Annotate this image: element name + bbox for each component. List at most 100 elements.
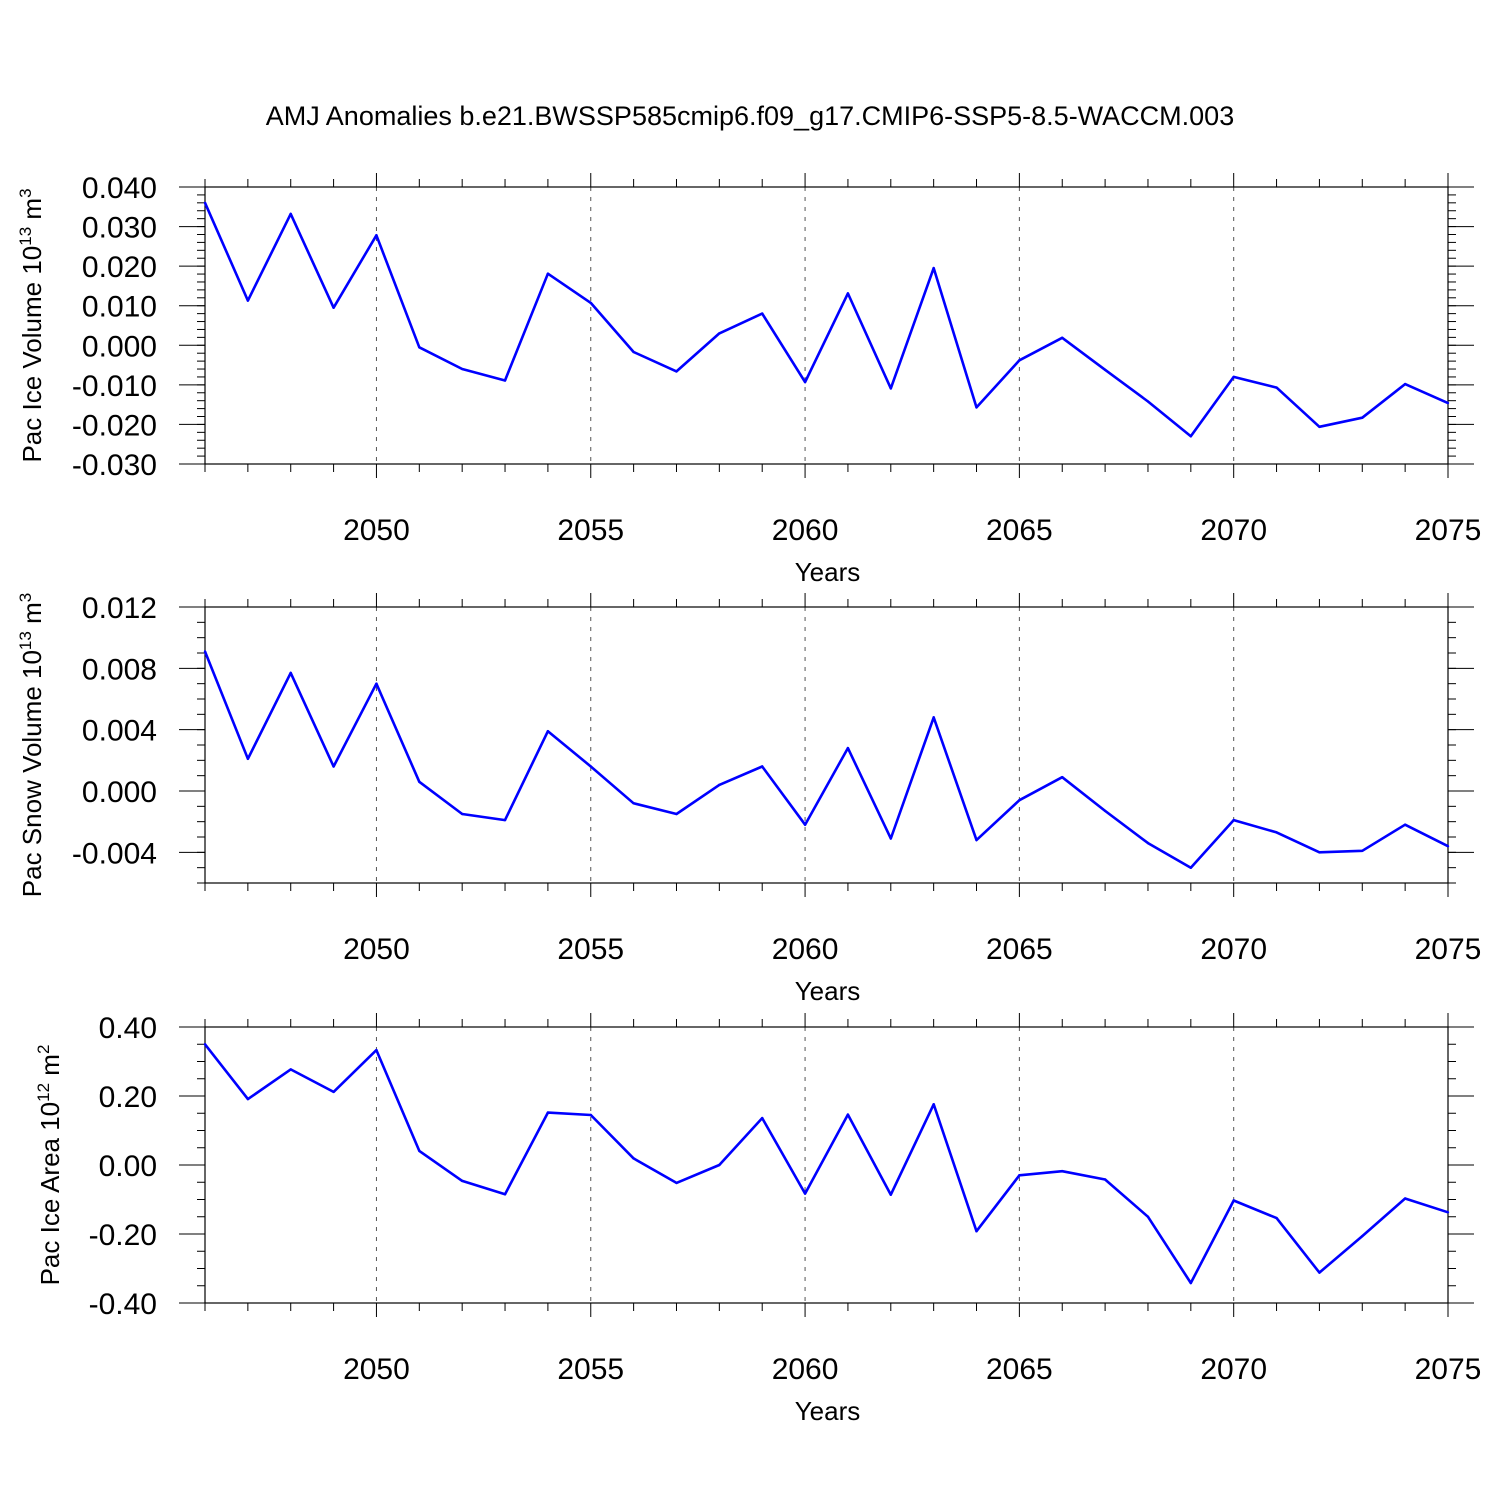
- data-point: [889, 837, 892, 840]
- y-axis-title-unit: m: [35, 1054, 65, 1083]
- y-tick-label: 0.020: [82, 251, 157, 284]
- y-tick-label: -0.004: [72, 837, 157, 870]
- y-tick-label: 0.008: [82, 653, 157, 686]
- x-tick-label: 2075: [1415, 1353, 1482, 1386]
- y-tick-label: 0.040: [82, 172, 157, 205]
- x-tick-label: 2060: [772, 933, 839, 966]
- data-point: [332, 765, 335, 768]
- data-point: [203, 650, 207, 653]
- data-point: [803, 380, 807, 384]
- data-point: [503, 818, 507, 822]
- plot-frame: [204, 1026, 1449, 1304]
- plot-frame: [204, 606, 1449, 884]
- data-point: [846, 292, 850, 295]
- y-axis-title-main: Pac Ice Volume 10: [17, 246, 47, 463]
- x-tick-label: 2050: [343, 514, 410, 547]
- x-tick-label: 2065: [986, 933, 1053, 966]
- y-axis-title: Pac Ice Area 1012 m2: [34, 1045, 65, 1286]
- y-tick-label: -0.40: [89, 1288, 157, 1321]
- data-point: [546, 272, 550, 275]
- x-tick-label: 2060: [772, 514, 839, 547]
- data-point: [1103, 809, 1107, 813]
- data-point: [503, 1193, 507, 1196]
- data-point: [975, 1230, 978, 1233]
- y-axis-title: Pac Ice Volume 1013 m3: [16, 188, 47, 462]
- data-point: [1018, 1174, 1021, 1177]
- data-point: [803, 1192, 807, 1195]
- y-tick-label: 0.004: [82, 715, 157, 748]
- data-point: [1232, 375, 1235, 379]
- data-point: [761, 765, 764, 768]
- data-point: [1061, 336, 1064, 339]
- data-point: [632, 802, 635, 805]
- data-point: [460, 1179, 464, 1183]
- data-point: [1189, 866, 1193, 869]
- data-point: [375, 682, 378, 685]
- data-point: [889, 1193, 892, 1196]
- series-line: [203, 1043, 1449, 1285]
- data-point: [418, 1149, 421, 1153]
- data-point: [675, 370, 678, 373]
- data-point: [503, 379, 507, 382]
- data-point: [1361, 1234, 1364, 1238]
- y-tick-label: 0.40: [99, 1012, 157, 1045]
- data-point: [1189, 435, 1193, 438]
- data-point: [589, 765, 592, 768]
- data-point: [1232, 1199, 1235, 1202]
- data-point: [1361, 849, 1364, 852]
- x-tick-label: 2050: [343, 1353, 410, 1386]
- y-tick-label: 0.000: [82, 330, 157, 363]
- y-tick-label: 0.00: [99, 1150, 157, 1183]
- data-point: [460, 367, 464, 371]
- data-point: [1318, 425, 1321, 429]
- x-tick-label: 2070: [1200, 1353, 1267, 1386]
- series-line: [203, 202, 1449, 438]
- x-tick-label: 2070: [1200, 514, 1267, 547]
- data-point: [932, 266, 935, 270]
- data-point: [846, 1113, 850, 1116]
- y-tick-label: 0.030: [82, 212, 157, 245]
- data-point: [675, 812, 678, 816]
- y-tick-label: 0.20: [99, 1081, 157, 1114]
- data-point: [803, 823, 807, 826]
- chart-panel-3: 0.40 0.20 0.00 -0.20 -0.40 2050 2055 2060 2065 20…: [34, 1012, 1481, 1426]
- y-axis-title-unit: m: [17, 198, 47, 227]
- panels: 0.040 0.030 0.020 0.010 0.000 -0.010 -0.020 -0.…: [16, 172, 1481, 1426]
- data-point: [1361, 416, 1364, 419]
- series-line: [203, 651, 1449, 870]
- data-point: [375, 234, 378, 237]
- plot-frame: [204, 186, 1449, 465]
- data-point: [1018, 799, 1021, 802]
- data-point: [1403, 382, 1407, 386]
- data-point: [975, 838, 978, 842]
- data-point: [761, 1116, 764, 1120]
- y-tick-label: -0.030: [72, 449, 157, 482]
- data-point: [1146, 400, 1150, 403]
- data-point: [289, 212, 292, 216]
- data-point: [589, 301, 592, 305]
- data-point: [718, 783, 721, 787]
- y-axis-title-unit: m: [17, 602, 47, 631]
- y-axis-title-exponent: 13: [16, 227, 35, 246]
- data-point: [1446, 1211, 1450, 1214]
- data-point: [675, 1181, 678, 1185]
- data-point: [460, 812, 464, 816]
- data-point: [589, 1113, 592, 1117]
- data-point: [246, 299, 250, 302]
- data-point: [1061, 776, 1064, 779]
- y-tick-label: 0.010: [82, 291, 157, 324]
- data-point: [889, 387, 892, 390]
- data-point: [246, 1097, 250, 1101]
- data-point: [718, 332, 721, 335]
- data-point: [1446, 845, 1450, 848]
- y-tick-label: -0.20: [89, 1219, 157, 1252]
- data-point: [1318, 851, 1321, 854]
- y-axis-title: Pac Snow Volume 1013 m3: [16, 593, 47, 897]
- x-axis-title: Years: [795, 1396, 861, 1426]
- data-point: [1018, 359, 1021, 362]
- data-point: [718, 1163, 721, 1167]
- data-point: [1275, 386, 1278, 389]
- data-point: [203, 201, 207, 205]
- data-point: [932, 1103, 935, 1106]
